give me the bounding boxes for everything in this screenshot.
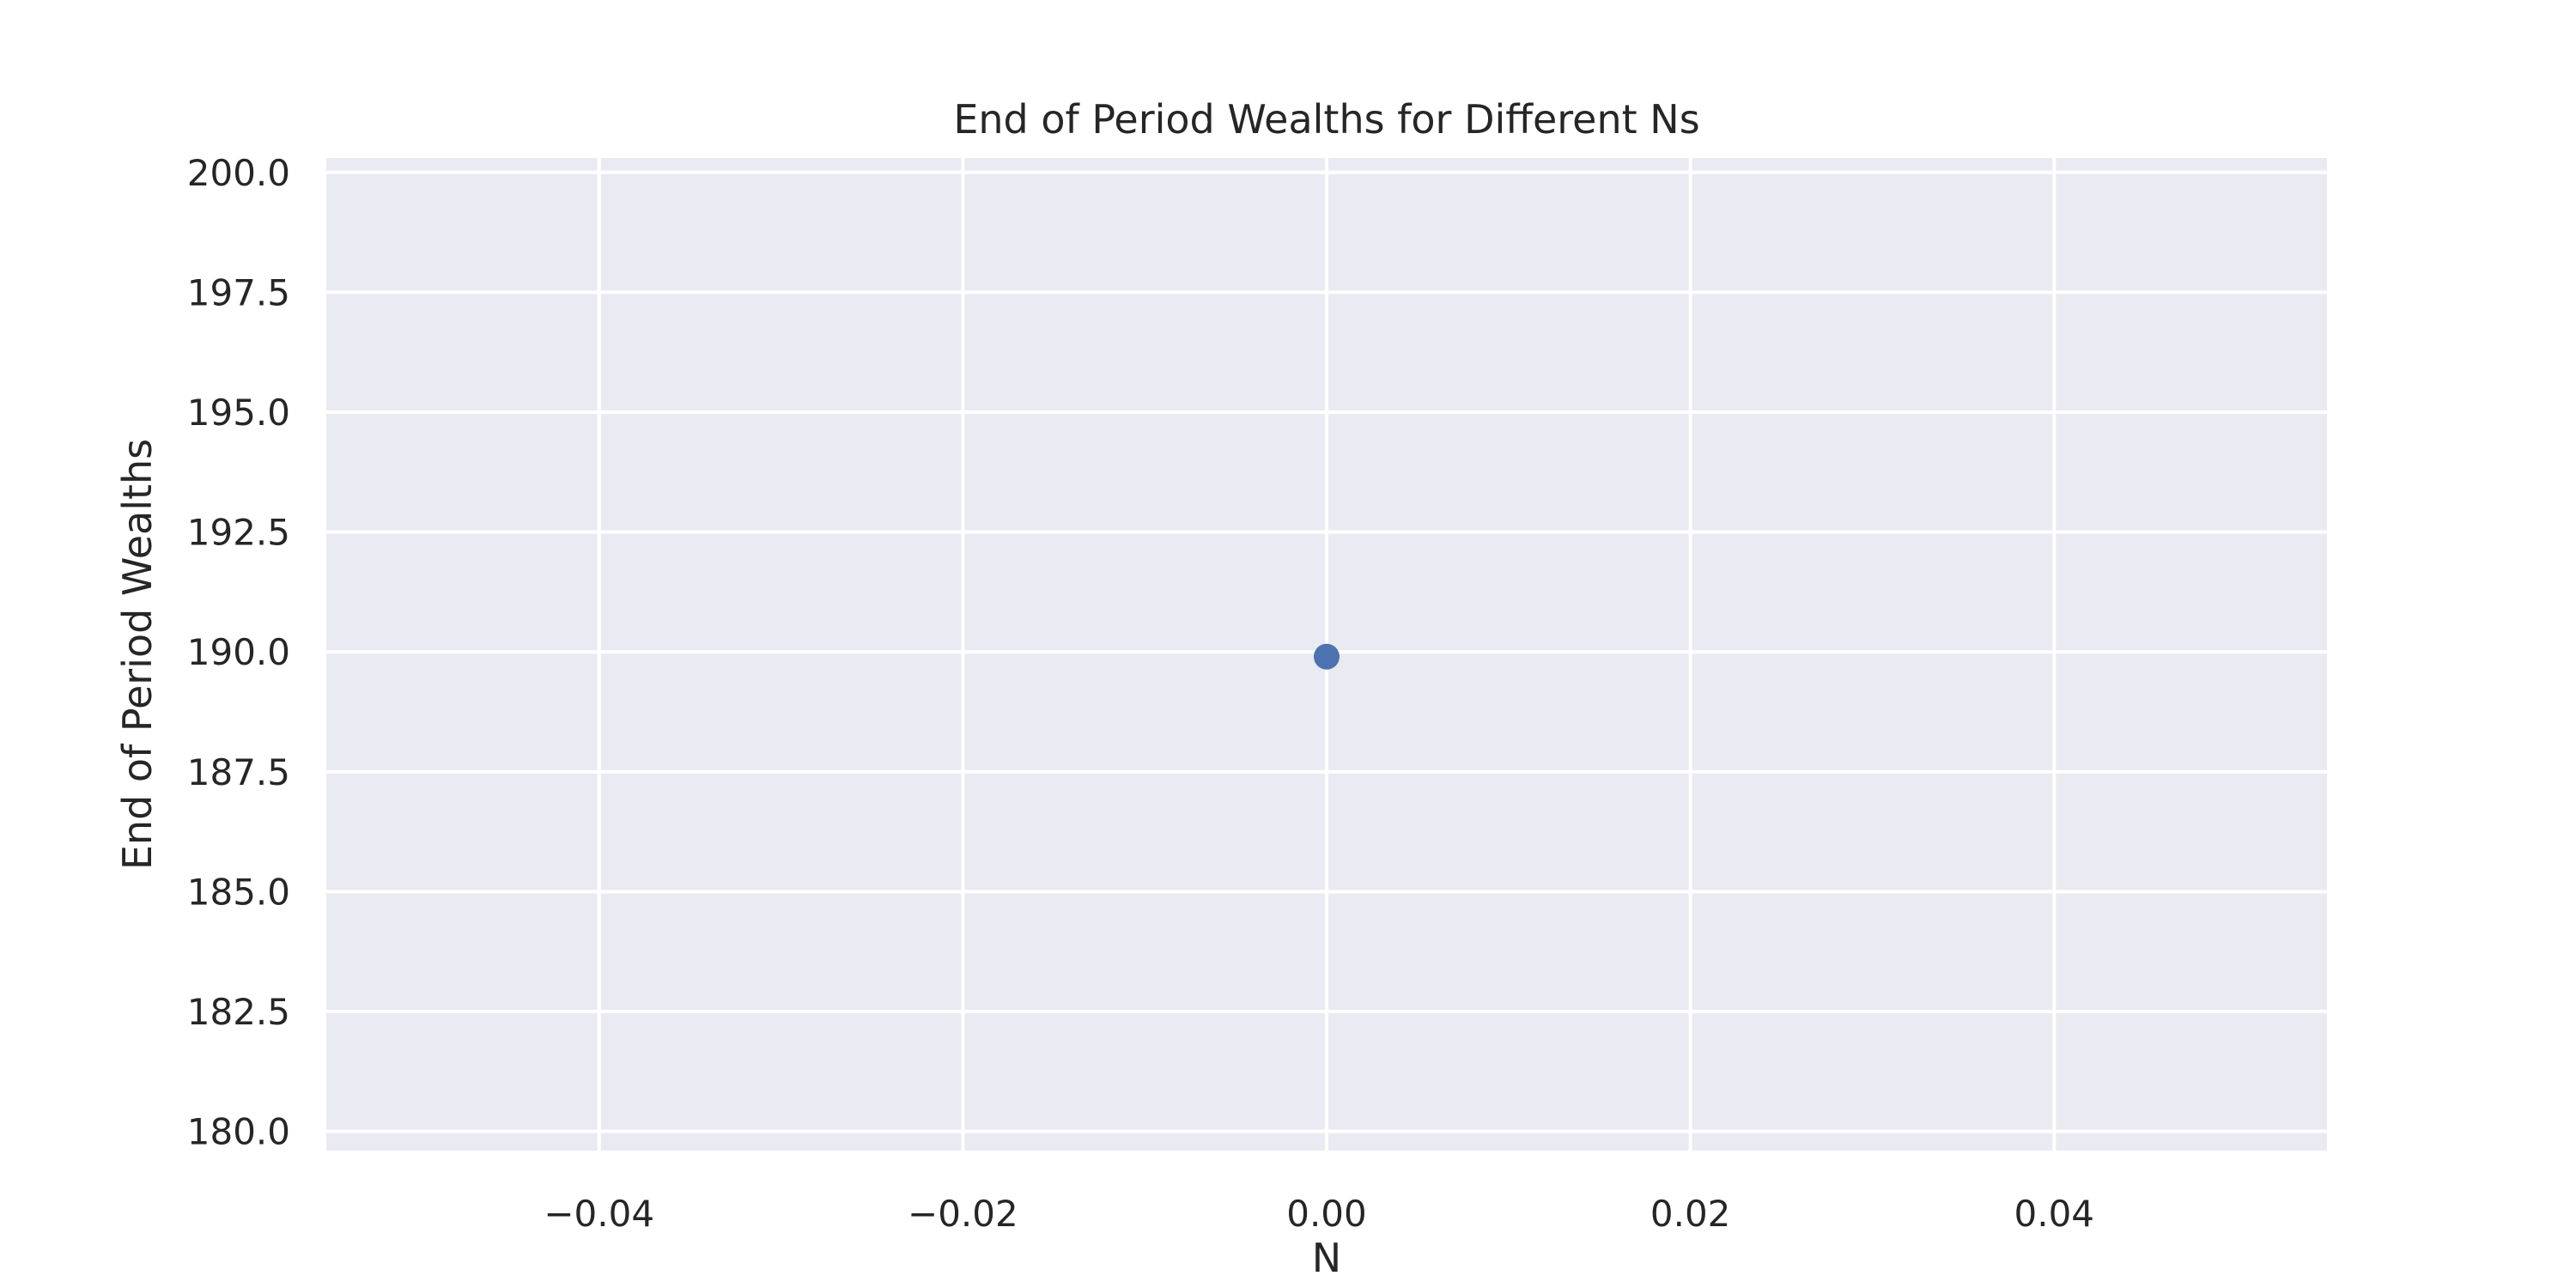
- y-tick-label: 192.5: [187, 512, 290, 554]
- y-tick-label: 200.0: [187, 152, 290, 194]
- x-tick-label: 0.02: [1650, 1193, 1731, 1235]
- y-tick-label: 180.0: [187, 1111, 290, 1153]
- x-tick-labels: −0.04 −0.02 0.00 0.02 0.04: [544, 1193, 2094, 1235]
- scatter-point: [1314, 643, 1340, 670]
- y-tick-labels: 180.0 182.5 185.0 187.5 190.0 192.5 195.0 197.5…: [187, 152, 290, 1153]
- x-tick-label: 0.04: [2014, 1193, 2095, 1235]
- x-tick-label: −0.02: [908, 1193, 1018, 1235]
- y-tick-label: 197.5: [187, 271, 290, 313]
- y-tick-label: 182.5: [187, 991, 290, 1033]
- y-tick-label: 195.0: [187, 392, 290, 434]
- chart-title: End of Period Wealths for Different Ns: [953, 96, 1699, 143]
- scatter-points: [1314, 643, 1340, 670]
- x-grid-lines: [597, 158, 2057, 1151]
- x-tick-label: 0.00: [1286, 1193, 1367, 1235]
- y-tick-label: 190.0: [187, 631, 290, 673]
- x-axis-label: N: [1312, 1235, 1341, 1281]
- y-axis-label: End of Period Wealths: [114, 439, 161, 870]
- y-tick-label: 187.5: [187, 751, 290, 793]
- y-tick-label: 185.0: [187, 871, 290, 913]
- x-tick-label: −0.04: [544, 1193, 654, 1235]
